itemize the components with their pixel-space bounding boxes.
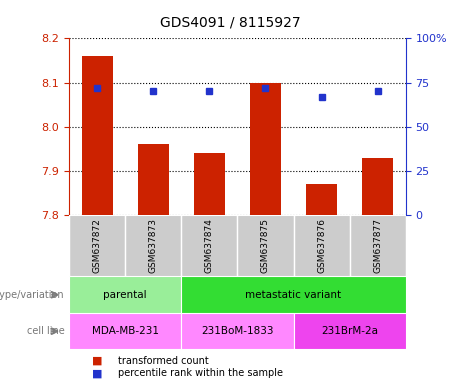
Text: transformed count: transformed count xyxy=(118,356,208,366)
Text: ■: ■ xyxy=(92,356,103,366)
Bar xyxy=(69,215,125,276)
Text: GSM637877: GSM637877 xyxy=(373,218,382,273)
Text: cell line: cell line xyxy=(27,326,65,336)
Bar xyxy=(194,153,225,215)
Bar xyxy=(181,276,406,313)
Bar xyxy=(82,56,112,215)
Bar xyxy=(250,83,281,215)
Text: MDA-MB-231: MDA-MB-231 xyxy=(92,326,159,336)
Text: GSM637875: GSM637875 xyxy=(261,218,270,273)
Bar xyxy=(125,215,181,276)
Text: GSM637876: GSM637876 xyxy=(317,218,326,273)
Text: ■: ■ xyxy=(92,368,103,378)
Bar xyxy=(138,144,169,215)
Text: 231BoM-1833: 231BoM-1833 xyxy=(201,326,274,336)
Text: 231BrM-2a: 231BrM-2a xyxy=(321,326,378,336)
Bar xyxy=(181,215,237,276)
Text: GSM637874: GSM637874 xyxy=(205,218,214,273)
Bar xyxy=(362,158,393,215)
Text: parental: parental xyxy=(103,290,147,300)
Text: GSM637872: GSM637872 xyxy=(93,218,102,273)
Bar xyxy=(294,215,349,276)
Bar xyxy=(69,313,181,349)
Bar xyxy=(237,215,294,276)
Text: GSM637873: GSM637873 xyxy=(149,218,158,273)
Bar xyxy=(294,313,406,349)
Bar xyxy=(349,215,406,276)
Text: percentile rank within the sample: percentile rank within the sample xyxy=(118,368,283,378)
Bar xyxy=(69,276,181,313)
Bar xyxy=(306,184,337,215)
Bar xyxy=(181,313,294,349)
Text: genotype/variation: genotype/variation xyxy=(0,290,65,300)
Text: GDS4091 / 8115927: GDS4091 / 8115927 xyxy=(160,15,301,29)
Text: metastatic variant: metastatic variant xyxy=(245,290,342,300)
